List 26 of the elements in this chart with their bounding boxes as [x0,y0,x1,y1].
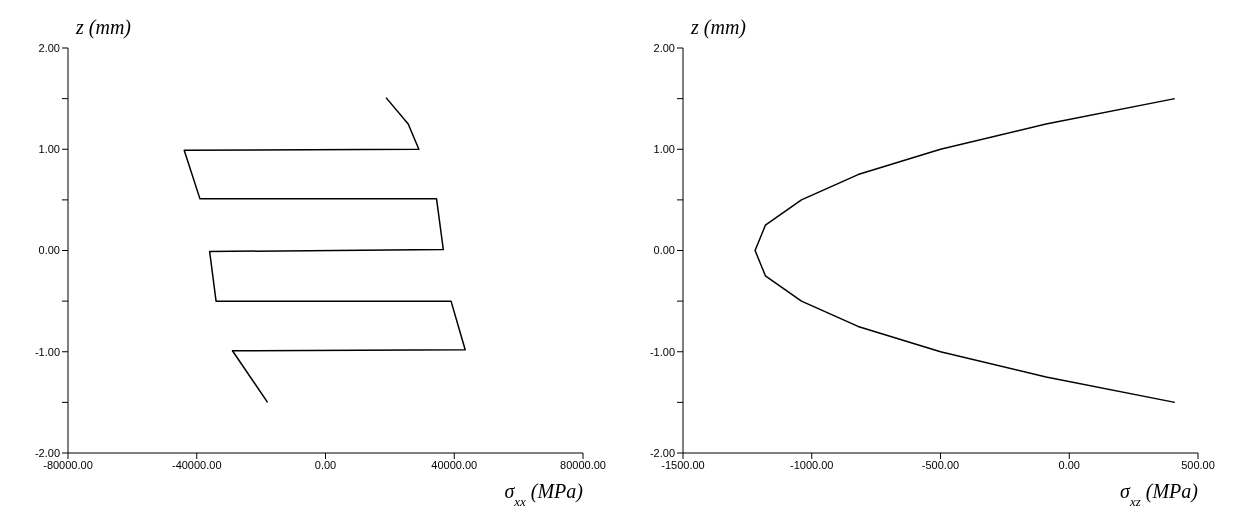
x-tick-label: -1500.00 [661,458,705,471]
y-tick-label: 0.00 [38,244,60,257]
x-axis-title: σ$_{xx}$ (MPa) [504,480,584,509]
y-tick-label: -2.00 [34,446,60,459]
x-tick-label: 500.00 [1181,458,1215,471]
y-tick-label: 1.00 [38,143,60,156]
y-tick-label: 0.00 [653,244,675,257]
y-axis-title: z (mm) [690,16,747,39]
x-tick-label: -500.00 [921,458,960,471]
x-tick-label: 40000.00 [431,458,478,471]
y-tick-label: 2.00 [653,41,675,54]
line-series [754,97,1176,404]
y-tick-label: -1.00 [34,345,60,358]
y-tick-label: -2.00 [649,446,675,459]
x-tick-label: 80000.00 [560,458,606,471]
y-axis-title: z (mm) [75,16,132,39]
x-tick-label: -1000.00 [790,458,834,471]
x-tick-label: -40000.00 [171,458,222,471]
x-tick-label: 0.00 [1058,458,1080,471]
x-tick-label: 0.00 [314,458,337,471]
line-series [183,96,466,404]
x-axis-title: σ$_{xz}$ (MPa) [1120,480,1199,509]
y-tick-label: 1.00 [653,143,675,156]
x-tick-label: -80000.00 [43,458,93,471]
y-tick-label: 2.00 [38,41,60,54]
y-tick-label: -1.00 [649,345,675,358]
